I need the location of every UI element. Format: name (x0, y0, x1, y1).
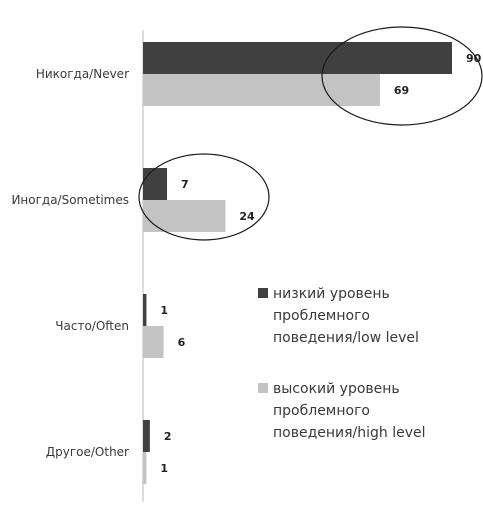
legend-entry-text: поведения/low level (273, 330, 419, 346)
bar-high-level (143, 452, 147, 484)
category-tick-label: Никогда/Never (36, 67, 129, 81)
annotation-layer (138, 26, 483, 241)
legend-entry-text: низкий уровень (273, 286, 390, 302)
legend-entry-text: проблемного (273, 308, 370, 324)
bar-value-label: 2 (164, 430, 172, 443)
category-tick-label: Иногда/Sometimes (11, 193, 129, 207)
labels-layer: Никогда/Never 90 69 Иногда/Sometimes 7 24 Част… (11, 52, 481, 475)
legend-entry-text: проблемного (273, 403, 370, 419)
bar-low-level (143, 42, 452, 74)
legend-swatch (258, 288, 268, 298)
bar-value-label: 24 (239, 210, 255, 223)
bar-value-label: 6 (178, 336, 186, 349)
bar-value-label: 7 (181, 178, 189, 191)
legend-entry-text: поведения/high level (273, 425, 426, 441)
legend: низкий уровень проблемного поведения/low l… (258, 286, 426, 441)
bar-value-label: 1 (160, 462, 168, 475)
category-tick-label: Другое/Other (46, 445, 129, 459)
bar-value-label: 1 (160, 304, 168, 317)
bar-high-level (143, 326, 164, 358)
bar-value-label: 69 (394, 84, 409, 97)
highlight-ellipse (138, 153, 270, 241)
bar-high-level (143, 74, 380, 106)
bar-low-level (143, 294, 147, 326)
legend-entry-text: высокий уровень (273, 381, 400, 397)
bars-layer (142, 30, 452, 502)
bar-high-level (143, 200, 226, 232)
bar-low-level (143, 420, 150, 452)
bar-value-label: 90 (466, 52, 482, 65)
highlight-ellipse (321, 26, 483, 126)
bar-low-level (143, 168, 168, 200)
legend-swatch (258, 383, 268, 393)
category-tick-label: Часто/Often (55, 319, 129, 333)
